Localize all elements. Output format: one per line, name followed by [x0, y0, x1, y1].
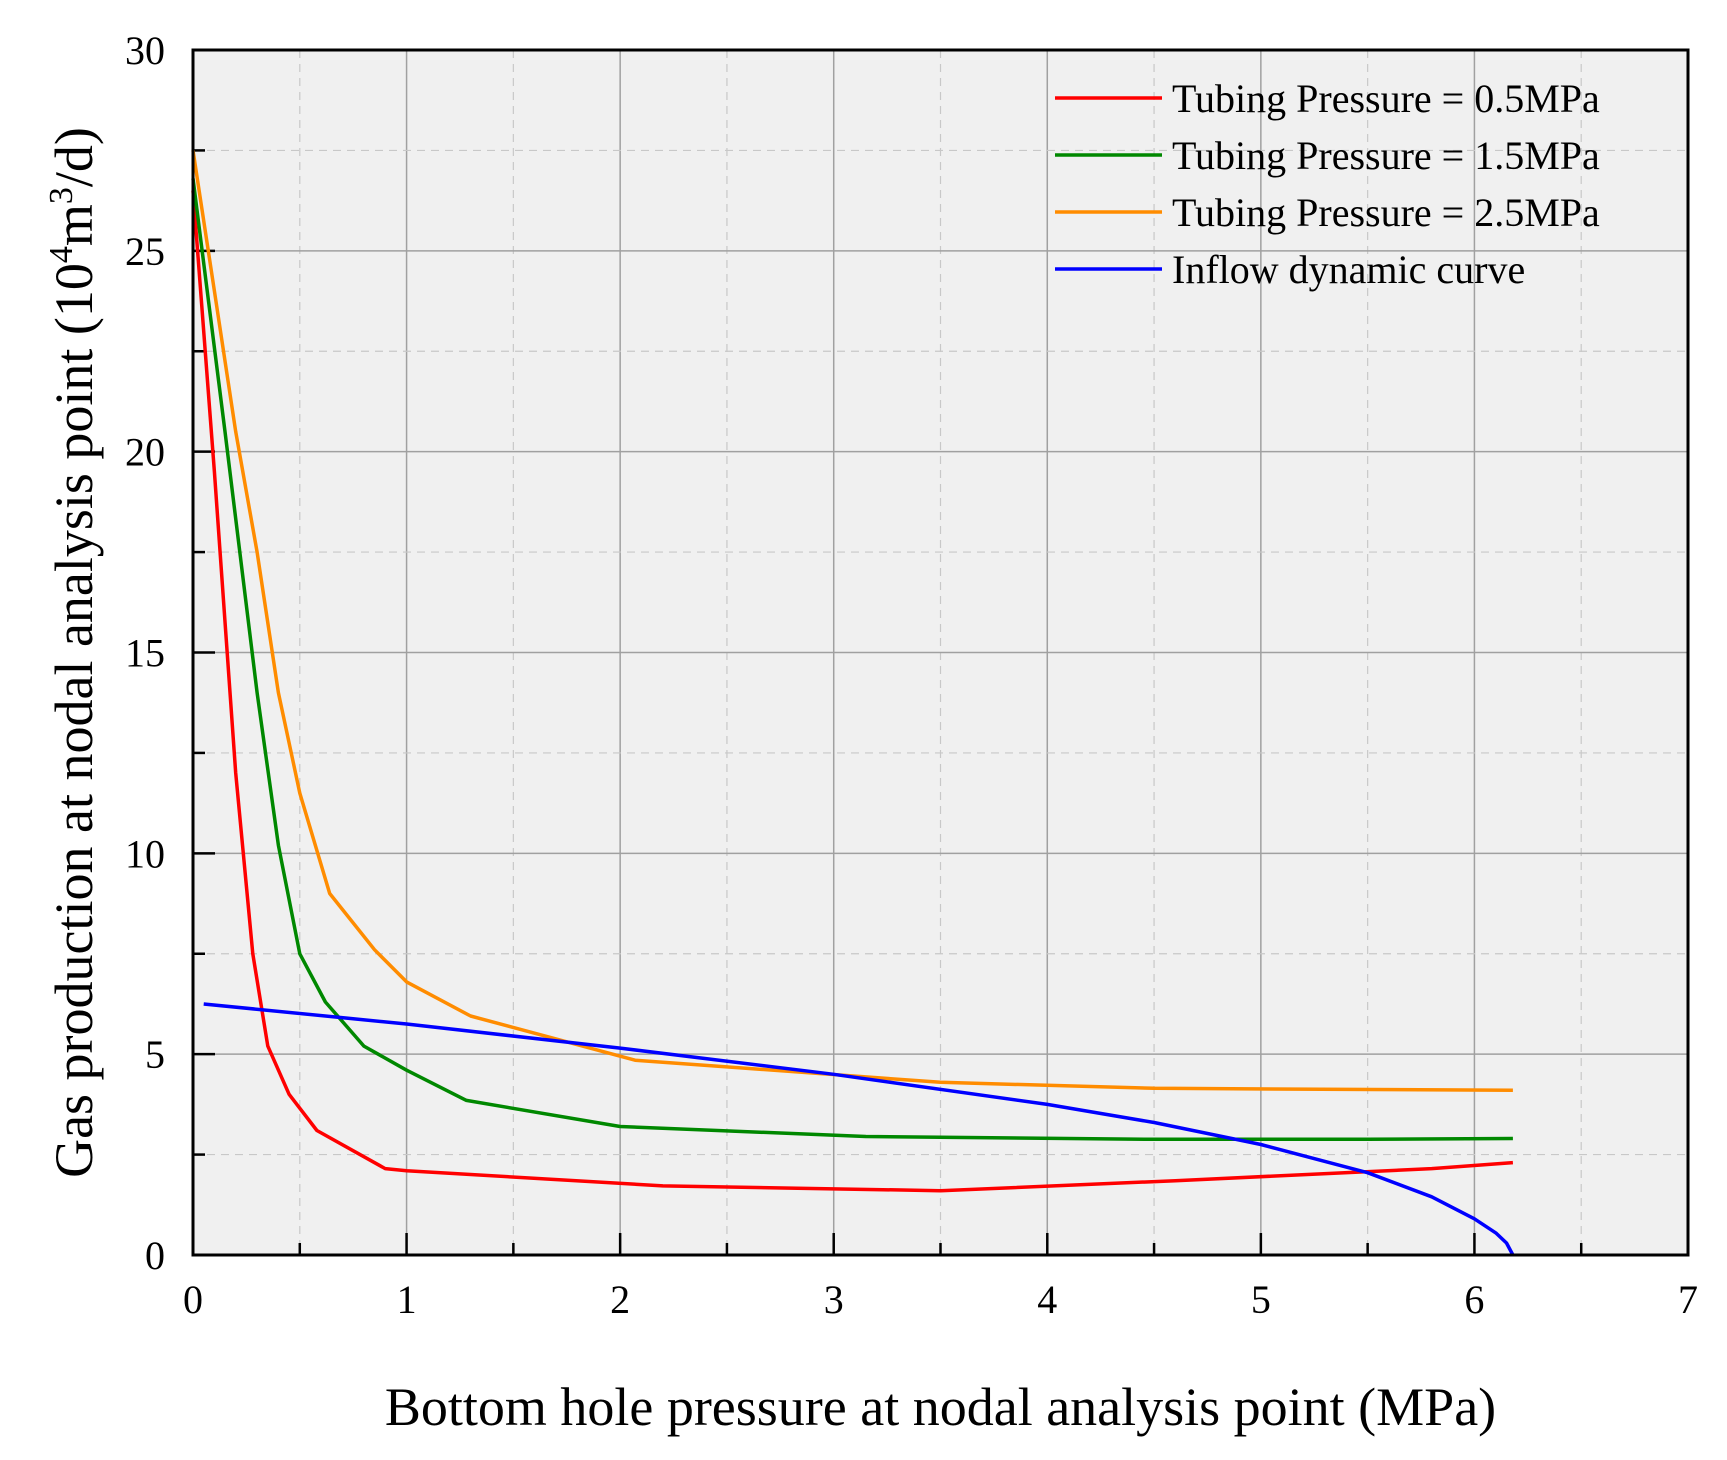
y-tick-label: 15: [125, 631, 165, 676]
legend-label-2: Tubing Pressure = 1.5MPa: [1172, 133, 1600, 178]
x-tick-label: 0: [183, 1277, 203, 1322]
y-tick-label: 30: [125, 28, 165, 73]
legend-label-4: Inflow dynamic curve: [1172, 247, 1525, 292]
series-line-2: [191, 178, 1513, 1142]
y-axis-title-mid: m: [44, 204, 104, 246]
y-axis-title-suffix: /d): [44, 127, 104, 187]
series-line-1: [191, 190, 1514, 1193]
y-tick-label: 25: [125, 229, 165, 274]
x-tick-label: 1: [397, 1277, 417, 1322]
series-lines: [191, 150, 1515, 1256]
x-tick-label: 4: [1037, 1277, 1057, 1322]
series-line-4: [203, 1002, 1515, 1256]
x-axis-title: Bottom hole pressure at nodal analysis p…: [385, 1377, 1496, 1437]
y-axis-title-sup1: 4: [43, 246, 80, 263]
y-tick-label: 20: [125, 430, 165, 475]
legend: Tubing Pressure = 0.5MPa Tubing Pressure …: [1055, 76, 1600, 292]
y-tick-label: 0: [145, 1233, 165, 1278]
y-axis-title-prefix: Gas production at nodal analysis point (…: [44, 263, 104, 1178]
series-line-3: [191, 150, 1513, 1093]
grid-lines: [193, 50, 1688, 1255]
plot-frame: [191, 48, 1690, 1257]
legend-label-3: Tubing Pressure = 2.5MPa: [1172, 190, 1600, 235]
y-axis-title-sup2: 3: [43, 187, 80, 204]
y-tick-label: 5: [145, 1032, 165, 1077]
y-tick-label: 10: [125, 831, 165, 876]
x-tick-label: 3: [824, 1277, 844, 1322]
legend-label-1: Tubing Pressure = 0.5MPa: [1172, 76, 1600, 121]
y-axis-title: Gas production at nodal analysis point (…: [43, 127, 104, 1178]
x-tick-label: 7: [1678, 1277, 1698, 1322]
x-tick-label: 5: [1251, 1277, 1271, 1322]
tick-labels: 0 1 2 3 4 5 6 7 0 5 10 15 20 25 30: [125, 28, 1698, 1322]
x-tick-label: 6: [1464, 1277, 1484, 1322]
x-tick-label: 2: [610, 1277, 630, 1322]
